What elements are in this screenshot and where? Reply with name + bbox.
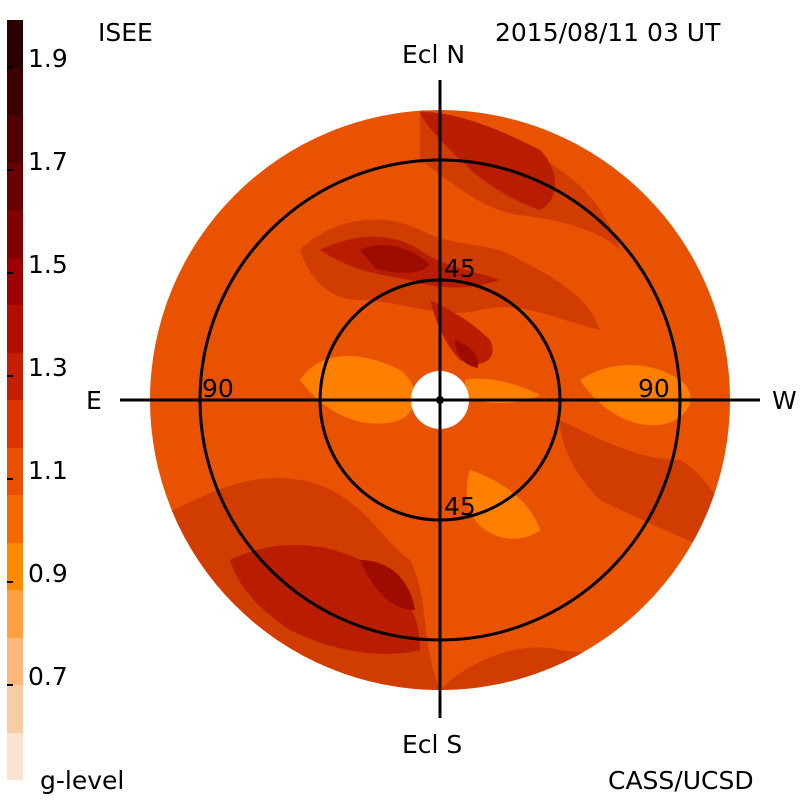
- colorbar-segment: [7, 447, 23, 495]
- colorbar-segment: [7, 305, 23, 353]
- colorbar-segment: [7, 20, 23, 68]
- ring-label-90-right: 90: [638, 374, 670, 403]
- colorbar-segment: [7, 115, 23, 163]
- colorbar-label: 1.5: [28, 250, 68, 279]
- colorbar-label: 1.3: [28, 353, 68, 382]
- colorbar-segment: [7, 542, 23, 590]
- field-patch: [360, 245, 430, 273]
- colorbar-segment: [7, 637, 23, 685]
- field-patch: [430, 300, 493, 364]
- ring-label-45-bottom: 45: [444, 492, 476, 521]
- colorbar-label: 0.9: [28, 559, 68, 588]
- field-patch: [455, 340, 479, 368]
- north-label: Ecl N: [402, 40, 466, 69]
- colorbar-segment: [7, 67, 23, 115]
- colorbar-label: 0.7: [28, 662, 68, 691]
- field-patch: [560, 420, 730, 560]
- colorbar-label: 1.9: [28, 44, 68, 73]
- field-patch: [300, 356, 415, 424]
- colorbar-segment: [7, 590, 23, 638]
- field-patch: [580, 365, 691, 426]
- ring-label-90-left: 90: [202, 374, 234, 403]
- colorbar-tick: [7, 478, 13, 480]
- colorbar-segment: [7, 732, 23, 780]
- credit-label: CASS/UCSD: [608, 766, 754, 795]
- colorbar-tick: [7, 272, 13, 274]
- colorbar-segment: [7, 495, 23, 543]
- colorbar-segment: [7, 352, 23, 400]
- colorbar-tick: [7, 581, 13, 583]
- field-patch: [465, 378, 540, 403]
- colorbar-segment: [7, 162, 23, 210]
- timestamp-label: 2015/08/11 03 UT: [495, 18, 721, 47]
- field-patch: [420, 112, 555, 210]
- colorbar: [7, 20, 23, 780]
- east-label: E: [86, 386, 102, 415]
- colorbar-tick: [7, 684, 13, 686]
- field-patch: [360, 560, 415, 610]
- colorbar-title: g-level: [40, 766, 125, 795]
- colorbar-segment: [7, 257, 23, 305]
- colorbar-label: 1.7: [28, 147, 68, 176]
- colorbar-tick: [7, 169, 13, 171]
- field-patch: [466, 470, 540, 539]
- colorbar-tick: [7, 66, 13, 68]
- colorbar-segment: [7, 400, 23, 448]
- colorbar-label: 1.1: [28, 456, 68, 485]
- colorbar-segment: [7, 210, 23, 258]
- colorbar-tick: [7, 375, 13, 377]
- ring-label-45-top: 45: [444, 254, 476, 283]
- west-label: W: [772, 386, 797, 415]
- colorbar-segment: [7, 685, 23, 733]
- south-label: Ecl S: [402, 730, 463, 759]
- observatory-label: ISEE: [98, 18, 153, 47]
